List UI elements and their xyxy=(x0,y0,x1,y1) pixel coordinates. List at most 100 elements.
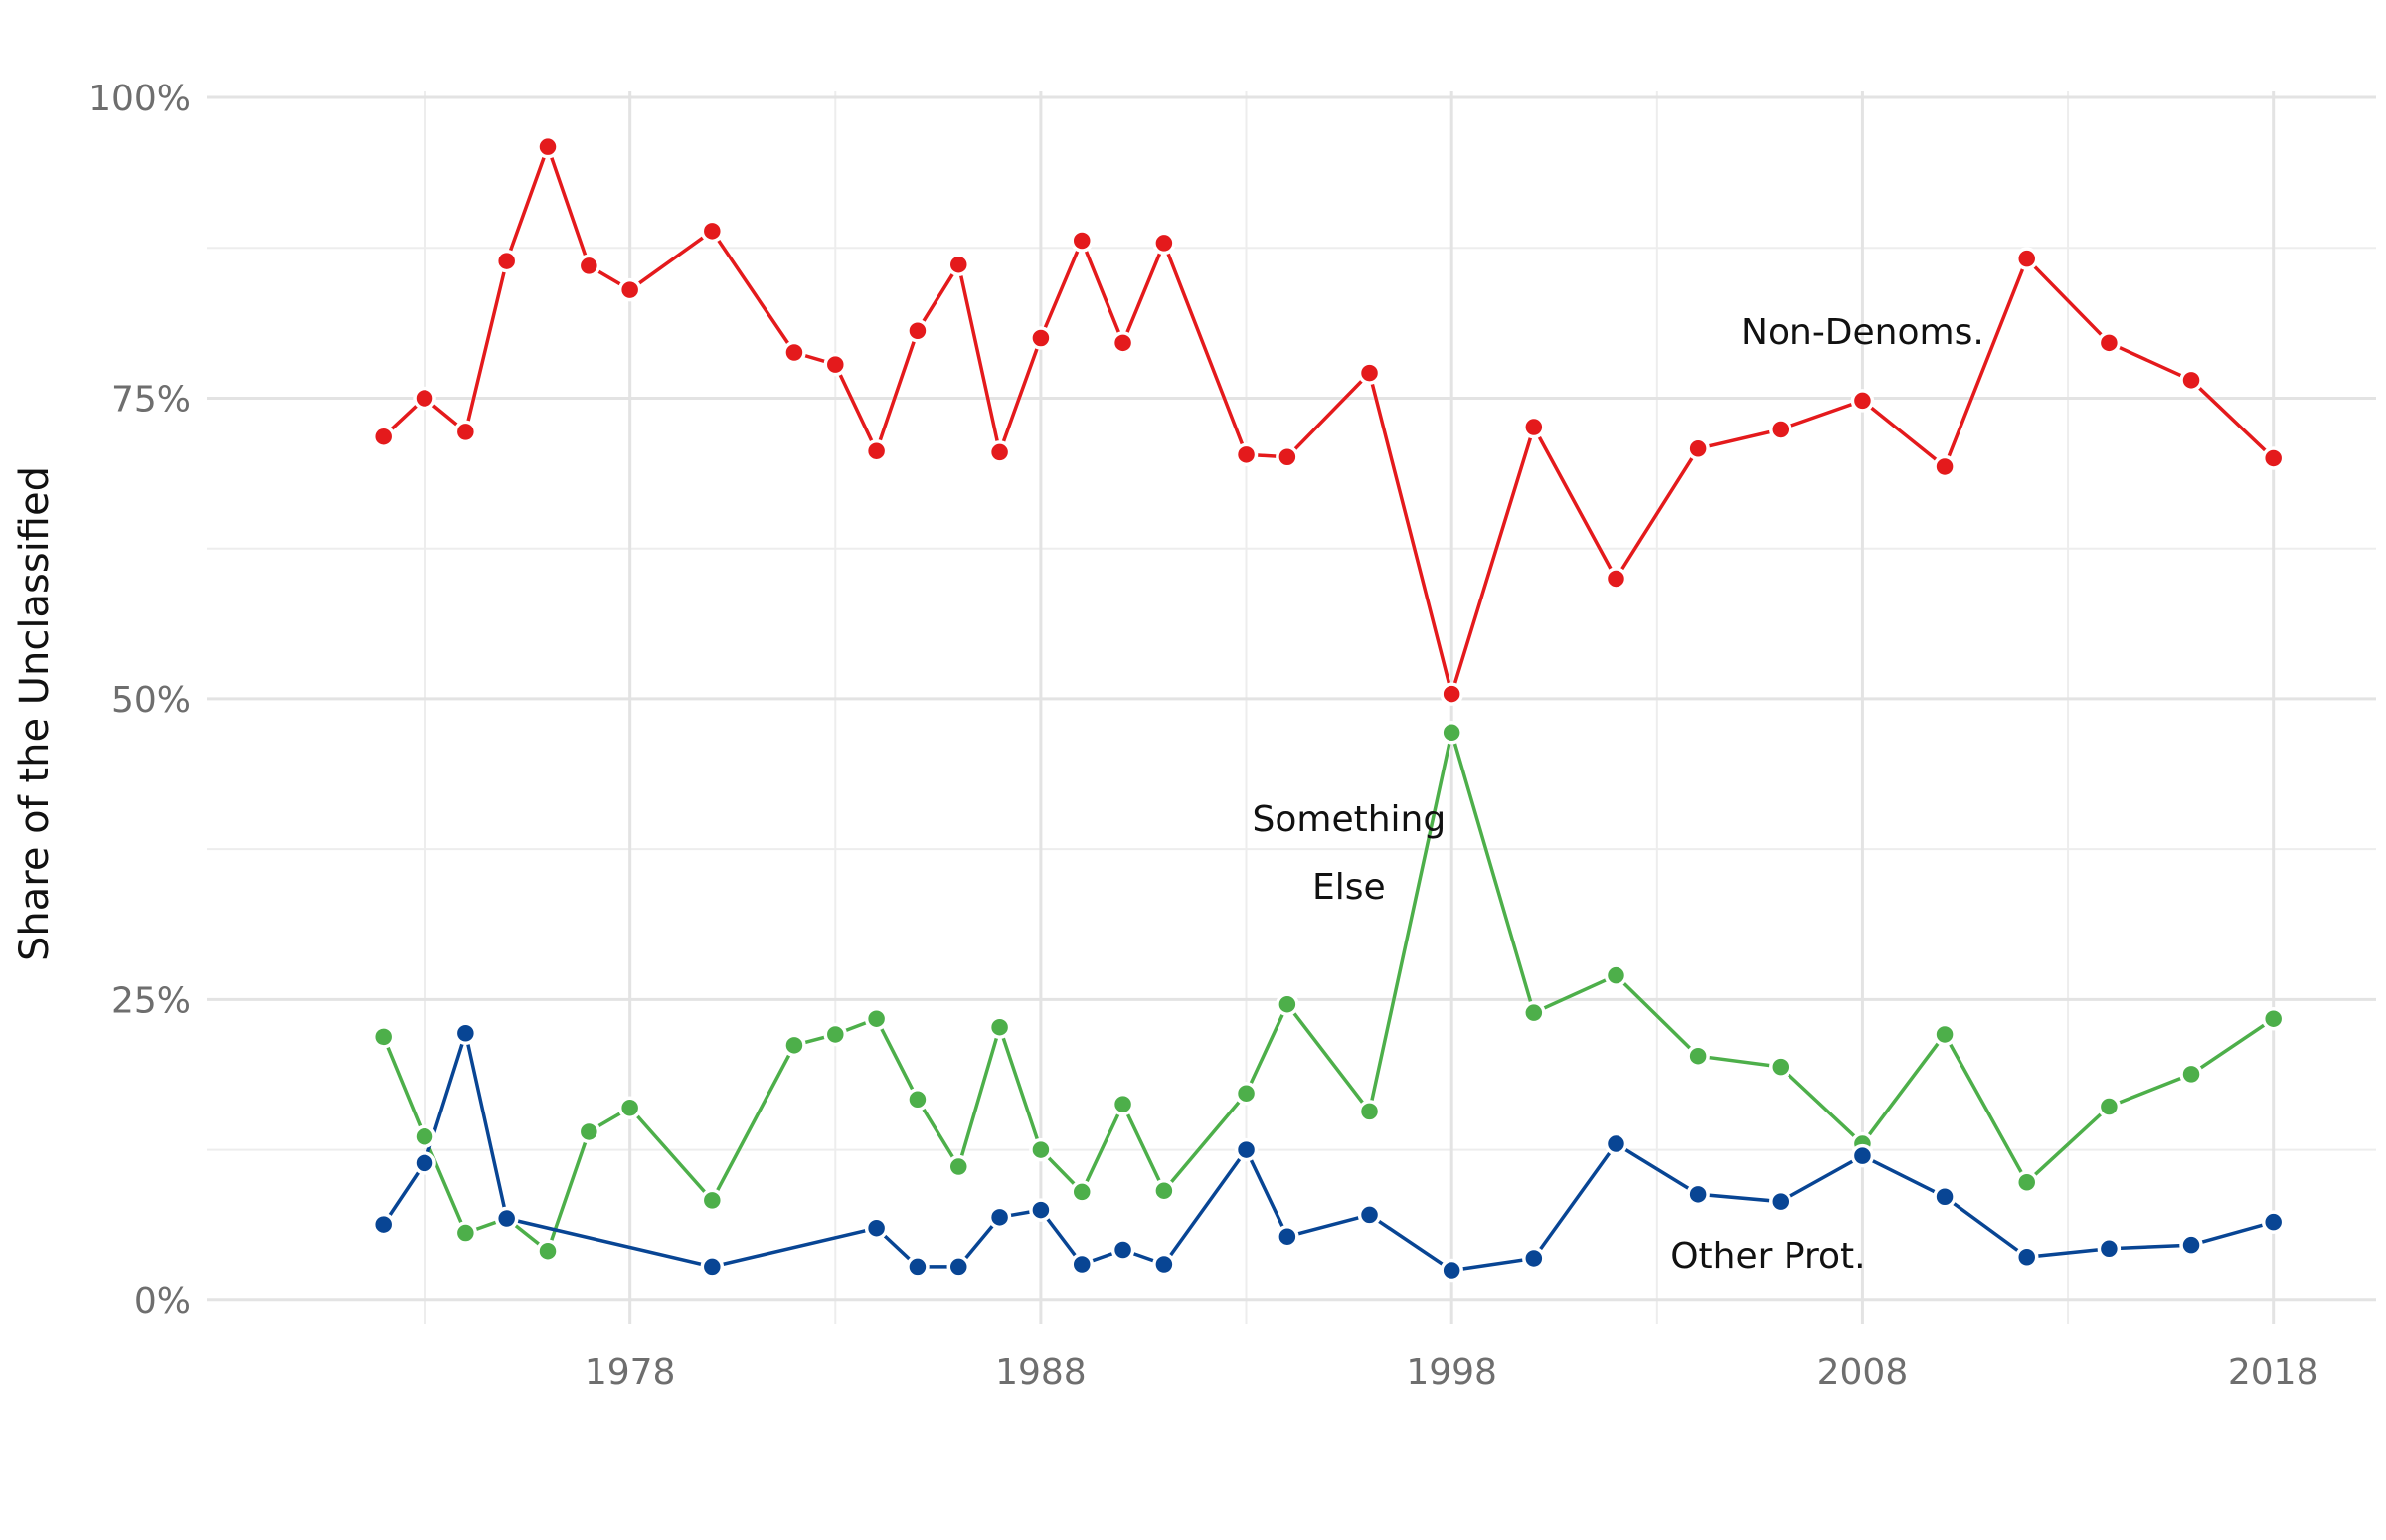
data-point-non-denoms xyxy=(453,420,478,444)
data-point-non-denoms xyxy=(371,425,396,448)
y-tick-label: 100% xyxy=(88,79,191,119)
data-point-other-prot xyxy=(1276,1224,1299,1249)
data-point-non-denoms xyxy=(1234,442,1259,467)
x-tick-label: 1988 xyxy=(995,1352,1087,1393)
data-point-something-else xyxy=(987,1015,1012,1039)
data-point-non-denoms xyxy=(1850,389,1875,413)
data-point-something-else xyxy=(2179,1062,2203,1087)
data-point-non-denoms xyxy=(1522,415,1546,439)
series-line-non-denoms xyxy=(381,144,2276,696)
data-point-non-denoms xyxy=(2097,331,2122,355)
data-point-something-else xyxy=(536,1239,560,1263)
series-points xyxy=(371,134,2286,1283)
data-point-non-denoms xyxy=(1357,361,1382,385)
data-point-other-prot xyxy=(1152,1252,1176,1277)
data-point-other-prot xyxy=(494,1206,519,1231)
data-point-something-else xyxy=(1769,1055,1792,1079)
data-point-other-prot xyxy=(2014,1245,2039,1270)
data-point-something-else xyxy=(577,1119,601,1144)
data-point-other-prot xyxy=(1522,1246,1546,1271)
data-point-non-denoms xyxy=(577,254,601,278)
data-point-something-else xyxy=(371,1025,396,1049)
annotations: Non-Denoms. Something Else Other Prot. xyxy=(1253,312,1984,1277)
data-point-something-else xyxy=(2261,1006,2286,1031)
annotation-label: Non-Denoms. xyxy=(1741,312,1984,353)
data-point-something-else xyxy=(1234,1081,1259,1106)
data-point-other-prot xyxy=(2179,1233,2203,1257)
data-point-non-denoms xyxy=(536,134,560,159)
data-point-non-denoms xyxy=(1029,326,1053,350)
data-point-other-prot xyxy=(2261,1210,2286,1234)
y-tick-label: 50% xyxy=(111,680,191,721)
data-point-other-prot xyxy=(1604,1131,1628,1156)
data-point-other-prot xyxy=(987,1205,1012,1230)
data-point-non-denoms xyxy=(1110,331,1135,355)
data-point-other-prot xyxy=(700,1255,725,1279)
annotation-label: Something xyxy=(1253,799,1447,840)
data-point-non-denoms xyxy=(1276,445,1299,469)
data-point-something-else xyxy=(413,1124,436,1149)
data-point-something-else xyxy=(1110,1092,1135,1116)
minor-gridlines xyxy=(207,91,2376,1324)
data-point-other-prot xyxy=(2097,1237,2122,1261)
data-point-something-else xyxy=(2014,1170,2039,1194)
data-point-non-denoms xyxy=(1152,231,1176,256)
annotation-label: Else xyxy=(1312,867,1386,908)
series-lines xyxy=(381,144,2276,1273)
data-point-something-else xyxy=(1522,1000,1546,1025)
data-point-something-else xyxy=(1686,1044,1710,1068)
x-tick-label: 2018 xyxy=(2228,1352,2319,1393)
data-point-other-prot xyxy=(1769,1189,1792,1214)
x-tick-label: 2008 xyxy=(1817,1352,1909,1393)
y-tick-label: 25% xyxy=(111,980,191,1021)
data-point-something-else xyxy=(864,1006,889,1031)
data-point-something-else xyxy=(782,1033,806,1058)
data-point-something-else xyxy=(453,1221,478,1245)
x-tick-label: 1998 xyxy=(1406,1352,1497,1393)
data-point-non-denoms xyxy=(494,249,519,273)
data-point-something-else xyxy=(1070,1180,1094,1204)
data-point-something-else xyxy=(906,1088,930,1112)
data-point-non-denoms xyxy=(864,438,889,463)
data-point-non-denoms xyxy=(946,253,971,276)
data-point-other-prot xyxy=(1440,1258,1463,1283)
data-point-something-else xyxy=(1029,1137,1053,1162)
data-point-other-prot xyxy=(371,1212,396,1237)
data-point-non-denoms xyxy=(1933,454,1957,479)
data-point-something-else xyxy=(1152,1178,1176,1203)
data-point-non-denoms xyxy=(413,386,436,411)
data-point-other-prot xyxy=(1070,1252,1094,1277)
data-point-something-else xyxy=(1933,1022,1957,1047)
data-point-non-denoms xyxy=(1604,567,1628,591)
data-point-other-prot xyxy=(453,1021,478,1045)
data-point-non-denoms xyxy=(617,277,642,302)
data-point-other-prot xyxy=(946,1255,971,1279)
data-point-non-denoms xyxy=(782,340,806,365)
data-point-other-prot xyxy=(864,1216,889,1240)
data-point-non-denoms xyxy=(906,318,930,343)
y-tick-label: 75% xyxy=(111,379,191,420)
data-point-other-prot xyxy=(413,1151,436,1175)
data-point-other-prot xyxy=(1029,1198,1053,1222)
y-axis-tick-labels: 0% 25% 50% 75% 100% xyxy=(88,79,191,1322)
y-axis-title: Share of the Unclassified xyxy=(12,466,58,961)
data-point-other-prot xyxy=(1850,1143,1875,1168)
data-point-non-denoms xyxy=(2261,446,2286,470)
data-point-something-else xyxy=(1440,721,1463,745)
data-point-something-else xyxy=(946,1154,971,1179)
data-point-other-prot xyxy=(1234,1137,1259,1162)
data-point-non-denoms xyxy=(1440,682,1463,706)
major-gridlines xyxy=(207,91,2376,1324)
data-point-non-denoms xyxy=(1686,436,1710,461)
data-point-something-else xyxy=(617,1096,642,1119)
y-tick-label: 0% xyxy=(134,1282,191,1322)
data-point-non-denoms xyxy=(987,440,1012,464)
x-axis-tick-labels: 1978 1988 1998 2008 2018 xyxy=(585,1352,2319,1393)
data-point-non-denoms xyxy=(1070,229,1094,253)
data-point-something-else xyxy=(1357,1100,1382,1123)
data-point-non-denoms xyxy=(700,219,725,244)
data-point-other-prot xyxy=(906,1255,930,1279)
data-point-non-denoms xyxy=(823,352,848,377)
